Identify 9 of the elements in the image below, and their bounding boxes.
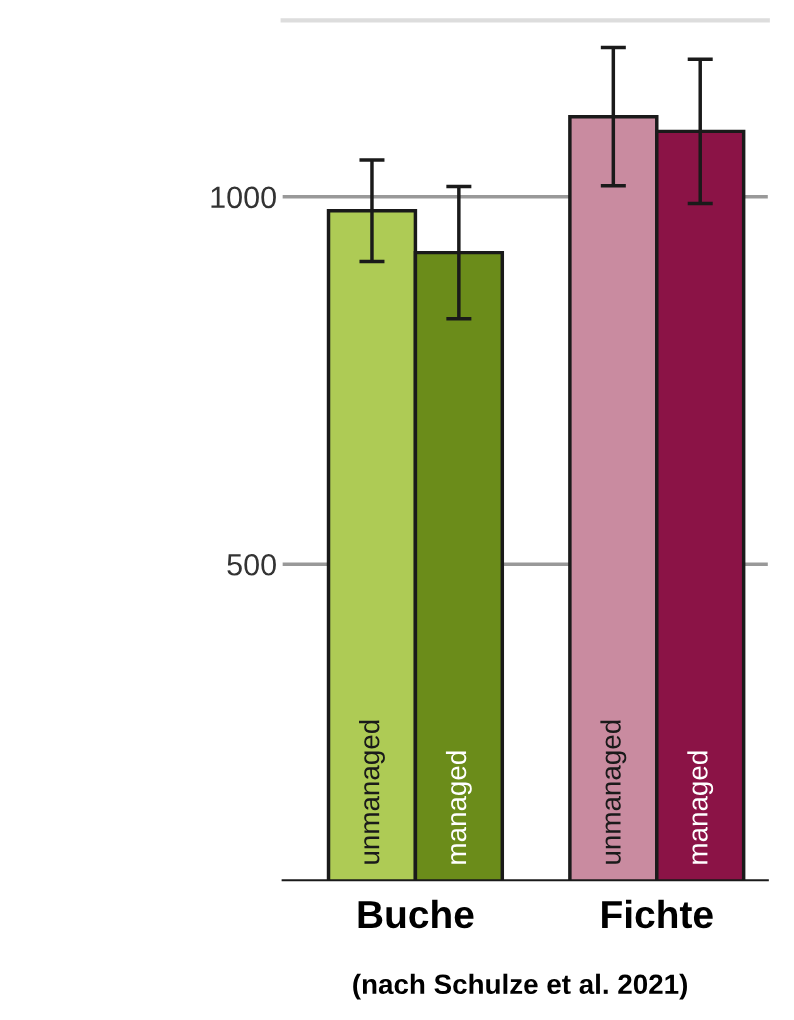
- x-tick-label: Buche: [358, 899, 474, 929]
- text: (nach Schulze et al. 2021): [353, 973, 687, 1000]
- y-tick-label: 500: [227, 553, 276, 576]
- text: managed: [687, 751, 714, 864]
- text: unmanaged: [600, 720, 627, 864]
- y-tick-label: 1000: [211, 186, 276, 209]
- x-tick-label: Fichte: [602, 899, 713, 929]
- series-label: managed: [445, 751, 472, 864]
- series-label: unmanaged: [359, 720, 385, 864]
